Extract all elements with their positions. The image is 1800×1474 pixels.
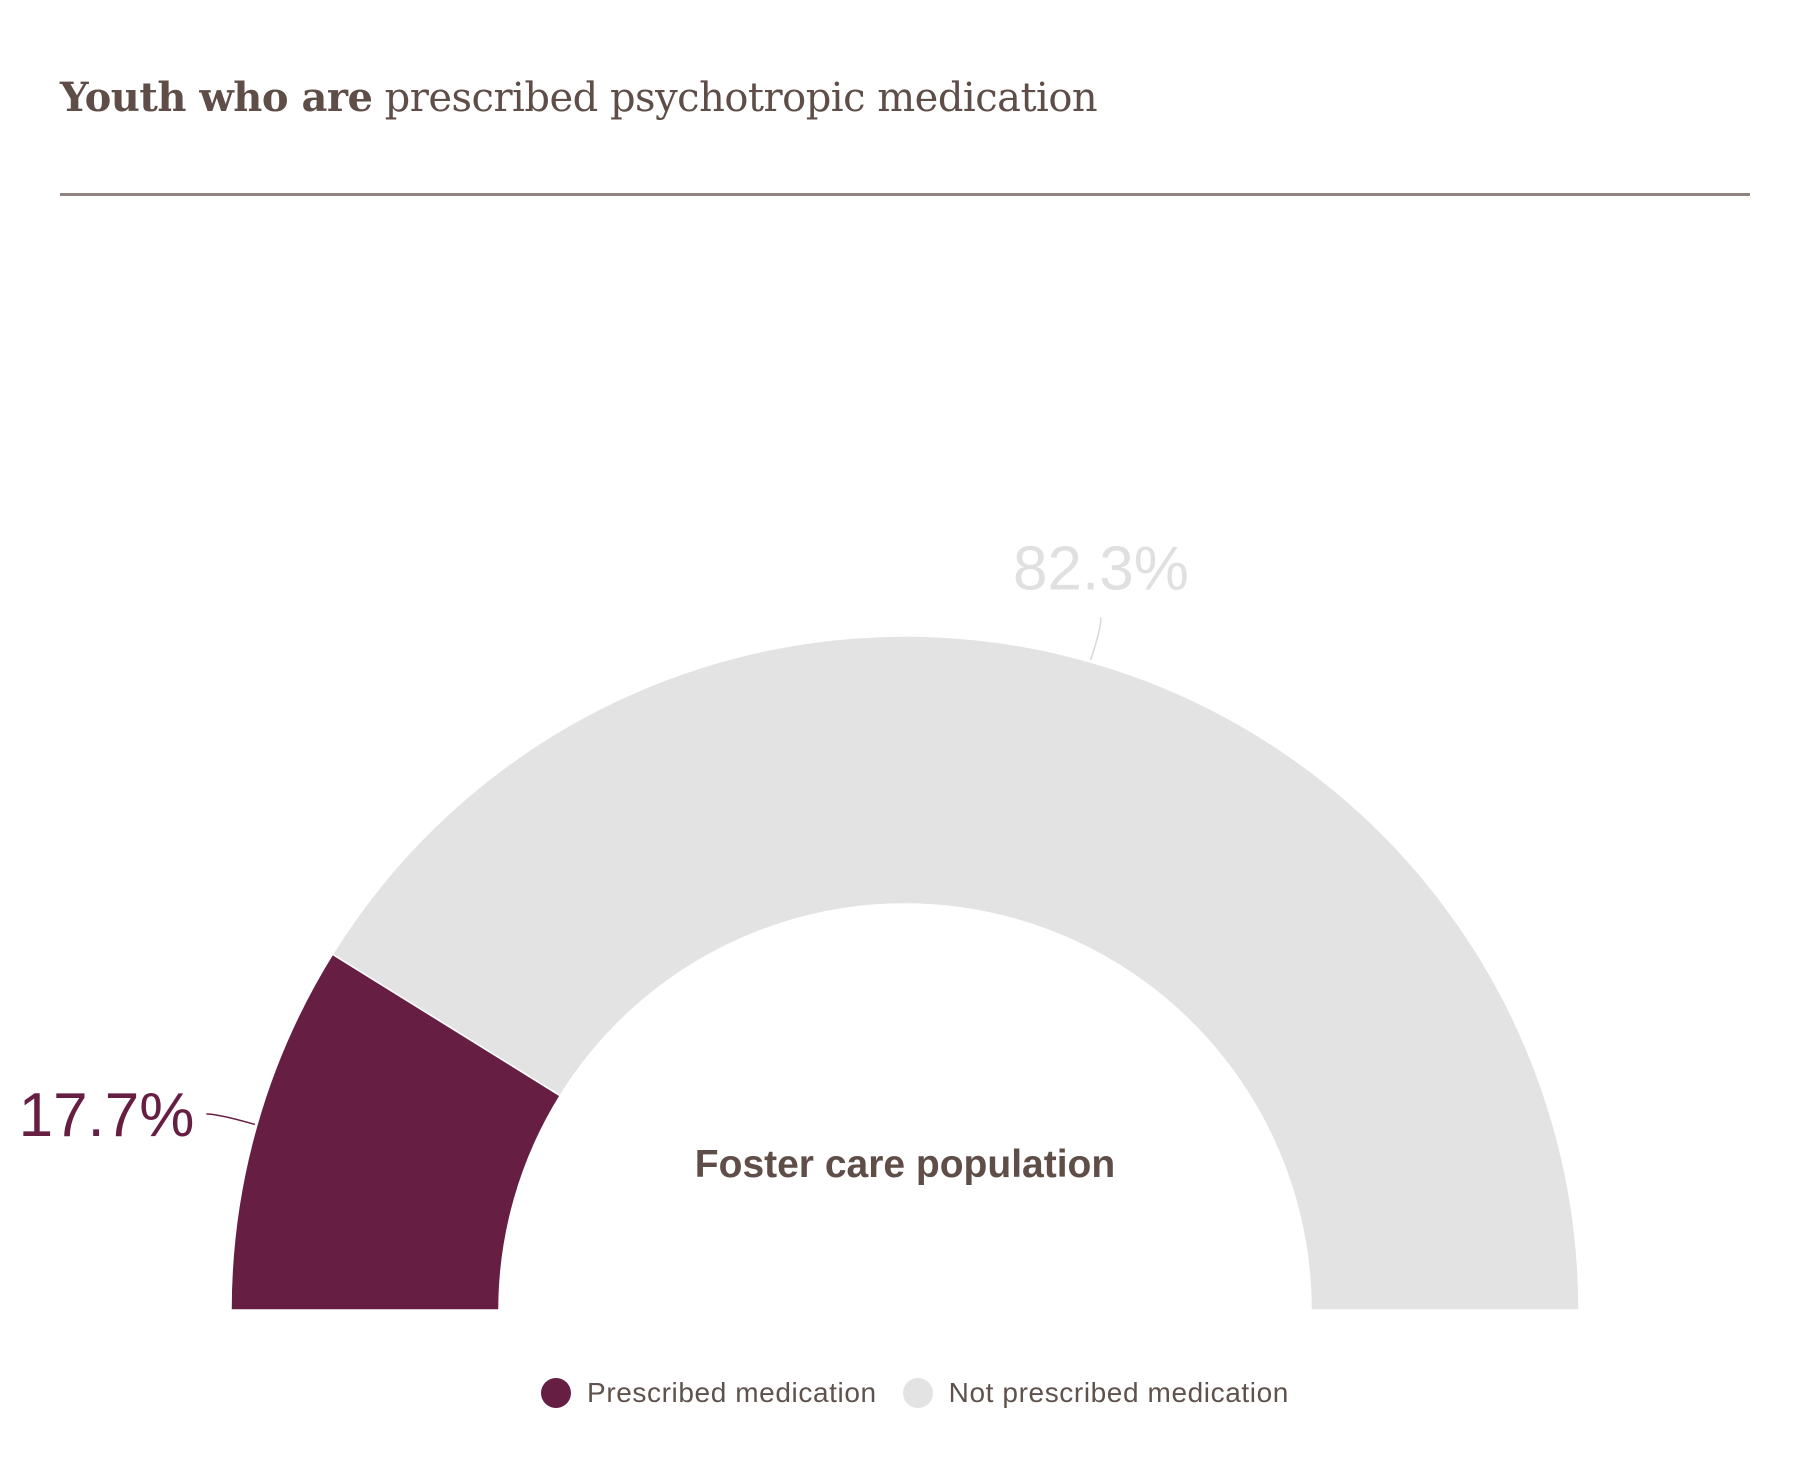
legend: Prescribed medication Not prescribed med… (0, 1377, 1800, 1409)
data-label-not-prescribed: 82.3% (1013, 534, 1189, 603)
legend-label-prescribed: Prescribed medication (587, 1377, 877, 1408)
connector-not-prescribed (1089, 617, 1102, 661)
chart-title-regular: prescribed psychotropic medication (384, 75, 1098, 121)
slice-not-prescribed[interactable] (331, 635, 1580, 1311)
center-label: Foster care population (695, 1143, 1115, 1186)
legend-label-not-prescribed: Not prescribed medication (948, 1377, 1289, 1408)
chart-title-bold: Youth who are (60, 74, 373, 121)
legend-item-not-prescribed[interactable]: Not prescribed medication (902, 1377, 1289, 1409)
connector-prescribed (206, 1113, 256, 1126)
chart-title: Youth who are prescribed psychotropic me… (60, 74, 1098, 121)
chart-labels: 17.7% 82.3% (19, 534, 1189, 1150)
title-divider (60, 193, 1750, 196)
legend-marker-not-prescribed (902, 1378, 933, 1408)
chart-slices (230, 635, 1580, 1311)
data-label-prescribed: 17.7% (19, 1081, 195, 1150)
legend-item-prescribed[interactable]: Prescribed medication (541, 1377, 877, 1409)
legend-marker-prescribed (541, 1378, 572, 1408)
